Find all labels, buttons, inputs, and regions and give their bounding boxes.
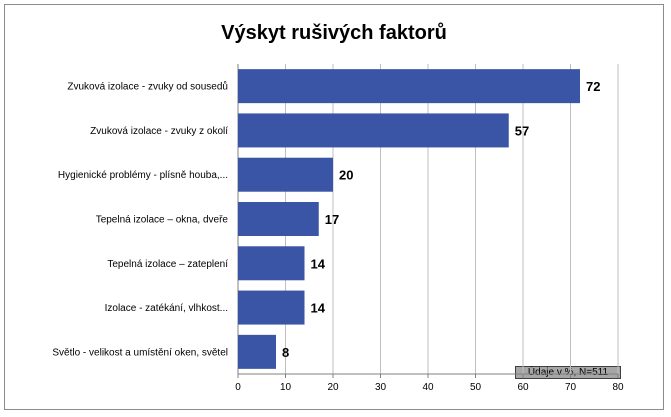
- value-label-5: 14: [311, 256, 326, 271]
- bar-6: [238, 290, 305, 325]
- value-label-2: 57: [515, 123, 529, 138]
- x-tick-label-30: 30: [375, 382, 387, 393]
- category-label-1: Zvuková izolace - zvuky od sousedů: [67, 81, 228, 93]
- bar-3: [238, 157, 333, 192]
- x-tick-label-60: 60: [517, 382, 529, 393]
- bar-2: [238, 113, 509, 148]
- x-tick-label-80: 80: [612, 382, 624, 393]
- category-label-2: Zvuková izolace - zvuky z okolí: [90, 126, 228, 137]
- chart-title: Výskyt rušivých faktorů: [221, 22, 447, 44]
- value-label-7: 8: [282, 345, 289, 360]
- x-tick-label-0: 0: [235, 382, 241, 393]
- x-tick-label-20: 20: [327, 382, 339, 393]
- x-tick-label-70: 70: [565, 382, 577, 393]
- x-tick-label-50: 50: [470, 382, 482, 393]
- value-label-3: 20: [339, 168, 353, 183]
- value-label-1: 72: [586, 79, 600, 94]
- x-tick-label-40: 40: [422, 382, 434, 393]
- bar-7: [238, 334, 276, 369]
- value-label-6: 14: [311, 301, 326, 316]
- category-label-3: Hygienické problémy - plísně houba,...: [58, 170, 228, 181]
- bar-5: [238, 246, 305, 281]
- category-label-5: Tepelná izolace – zateplení: [107, 259, 228, 270]
- data-note-box: Údaje v %, N=511: [515, 366, 621, 379]
- category-label-4: Tepelná izolace – okna, dveře: [96, 215, 229, 226]
- category-label-7: Světlo - velikost a umístění oken, světe…: [52, 347, 228, 358]
- value-label-4: 17: [325, 212, 339, 227]
- category-label-6: Izolace - zatékání, vlhkost...: [105, 303, 228, 314]
- x-tick-label-10: 10: [280, 382, 292, 393]
- bar-4: [238, 202, 319, 236]
- bar-1: [238, 69, 580, 104]
